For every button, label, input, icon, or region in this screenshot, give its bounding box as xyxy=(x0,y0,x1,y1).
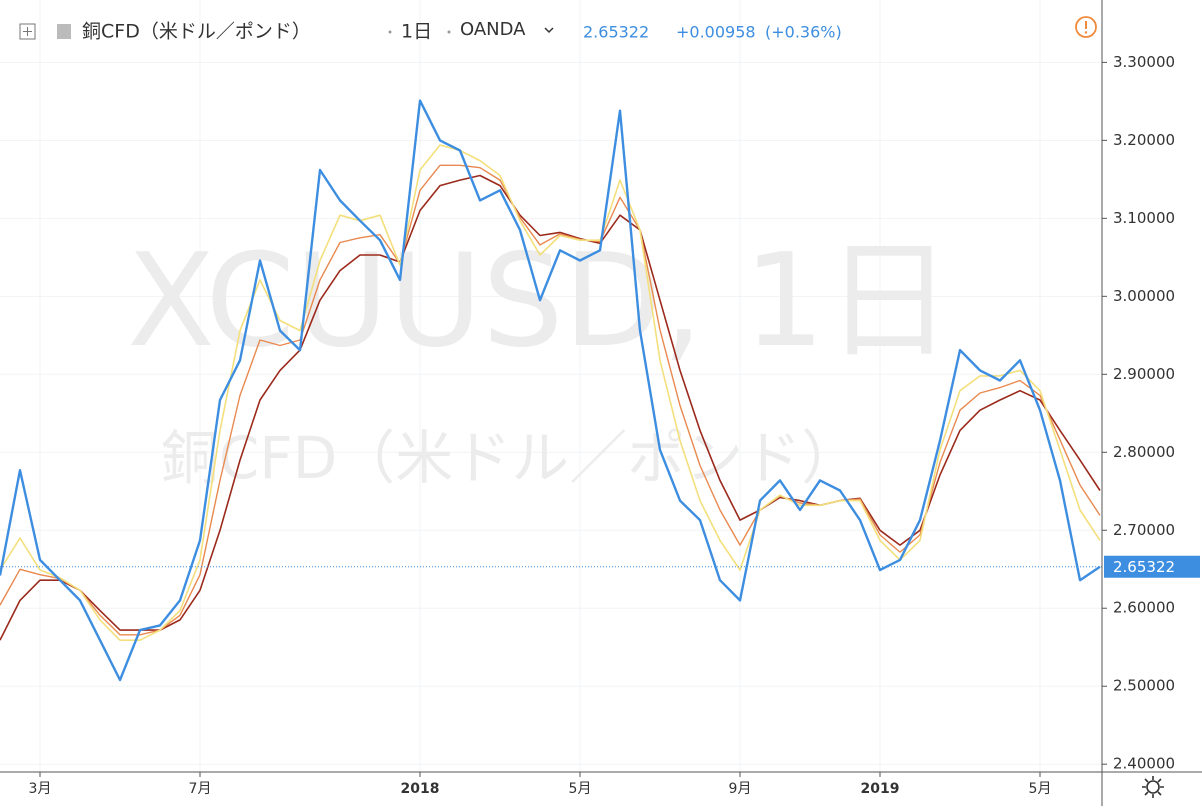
y-tick-label: 3.20000 xyxy=(1113,131,1175,149)
plot xyxy=(0,99,1102,682)
expand-icon[interactable] xyxy=(19,23,36,40)
y-tick-label: 3.00000 xyxy=(1113,287,1175,305)
axes: 2.40000 2.50000 2.60000 2.70000 2.80000 2.900… xyxy=(29,53,1200,797)
x-tick-label: 5月 xyxy=(569,781,592,797)
price-change-percent: (+0.36%) xyxy=(765,23,842,42)
symbol-title[interactable]: 銅CFD（米ドル／ポンド） xyxy=(82,21,311,43)
settings-gear-teeth xyxy=(1142,776,1164,798)
last-price: 2.65322 xyxy=(583,23,649,42)
last-price-tag-label: 2.65322 xyxy=(1113,558,1175,576)
x-tick-label: 5月 xyxy=(1029,781,1052,797)
grid xyxy=(0,0,1102,772)
x-axis-bg xyxy=(0,773,1101,806)
series-line xyxy=(0,174,1101,641)
series-line xyxy=(0,144,1101,641)
series-line xyxy=(0,99,1101,682)
interval[interactable]: 1日 xyxy=(401,21,432,43)
x-tick-label: 2019 xyxy=(861,781,900,797)
y-tick-label: 2.70000 xyxy=(1113,521,1175,539)
separator xyxy=(447,30,451,34)
settings-icon[interactable] xyxy=(1142,776,1164,798)
settings-gear[interactable] xyxy=(1146,780,1160,794)
alert-icon[interactable] xyxy=(1075,16,1097,38)
x-tick-label: 2018 xyxy=(401,781,440,797)
symbol-icon xyxy=(57,24,71,39)
alert-icon-dot xyxy=(1084,31,1088,34)
source[interactable]: OANDA xyxy=(460,19,526,40)
y-tick-label: 2.40000 xyxy=(1113,755,1175,773)
y-tick-label: 2.60000 xyxy=(1113,599,1175,617)
y-tick-label: 2.90000 xyxy=(1113,365,1175,383)
separator xyxy=(388,30,392,34)
series-line xyxy=(0,164,1101,636)
watermark-symbol: XCUUSD, 1日 xyxy=(127,227,953,376)
x-tick-label: 3月 xyxy=(29,781,52,797)
y-tick-label: 3.30000 xyxy=(1113,53,1175,71)
x-tick-label: 9月 xyxy=(729,781,752,797)
watermark-title: 銅CFD（米ドル／ポンド） xyxy=(161,424,860,492)
header: 銅CFD（米ドル／ポンド） 1日 OANDA 2.65322 +0.00958 … xyxy=(19,16,1097,43)
y-tick-label: 2.80000 xyxy=(1113,443,1175,461)
x-tick-label: 7月 xyxy=(189,781,212,797)
last-price-tag xyxy=(1104,555,1200,578)
price-change: +0.00958 xyxy=(676,23,756,42)
y-tick-label: 3.10000 xyxy=(1113,209,1175,227)
y-tick-label: 2.50000 xyxy=(1113,677,1175,695)
source-dropdown[interactable] xyxy=(544,27,554,34)
